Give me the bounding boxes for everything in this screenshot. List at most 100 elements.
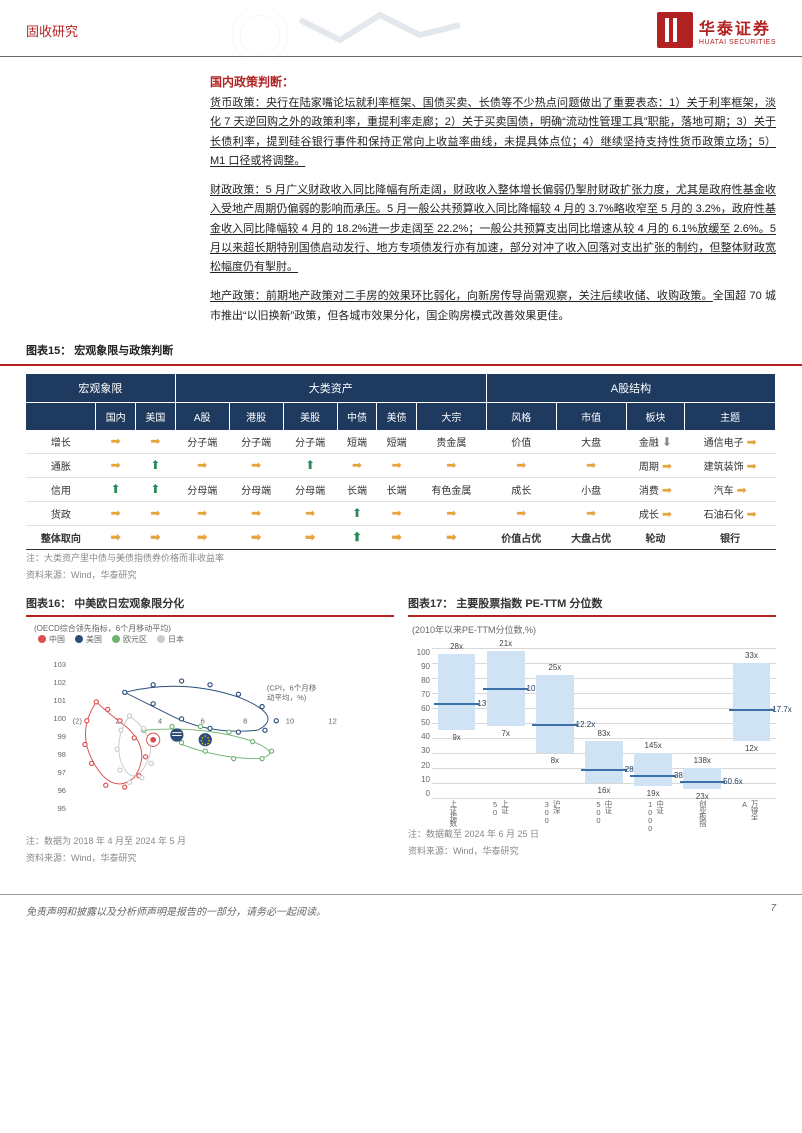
bar-column: 28x9x13.3x <box>438 648 476 798</box>
bar-column: 33x12x17.7x <box>733 648 771 798</box>
bar-x-labels: 上证指数上证50沪深300中证500中证1000创业板指万得全A <box>432 800 776 826</box>
svg-text:102: 102 <box>53 678 66 687</box>
bars-area: 28x9x13.3x 21x7x10.0x 25x8x12.2x 83x16x28.6… <box>432 648 776 798</box>
monetary-policy-text: 货币政策：央行在陆家嘴论坛就利率框架、国债买卖、长债等不少热点问题做出了重要表态… <box>210 97 776 167</box>
table-cell: 周期➡ <box>626 453 685 477</box>
table-cell: 分子端 <box>175 430 229 454</box>
th-group-astock: A股结构 <box>486 374 775 403</box>
table-cell: ➡ <box>96 525 136 549</box>
svg-text:10: 10 <box>286 716 294 725</box>
table-cell: ➡ <box>96 501 136 525</box>
bar-x-label: 中证1000 <box>646 800 666 826</box>
chart17-col: 图表17： 主要股票指数 PE-TTM 分位数 (2010年以来PE-TTM分位… <box>408 595 776 868</box>
bar-column: 21x7x10.0x <box>487 648 525 798</box>
page-number: 7 <box>770 903 776 918</box>
bar-column: 138x23x50.6x <box>683 648 721 798</box>
table-cell: 有色金属 <box>417 477 487 501</box>
th-a: A股 <box>175 402 229 430</box>
legend-item: 日本 <box>157 634 184 645</box>
chart17-note1: 注：数据截至 2024 年 6 月 25 日 <box>408 826 776 844</box>
table-cell: 成长➡ <box>626 501 685 525</box>
table-cell: ➡ <box>175 501 229 525</box>
chart16-box: (OECD综合领先指标，6个月移动平均) 中国美国欧元区日本 103102101… <box>26 623 394 833</box>
svg-text:96: 96 <box>58 786 66 795</box>
chart17-subtitle: (2010年以来PE-TTM分位数,%) <box>408 623 776 636</box>
chart16-col: 图表16： 中美欧日宏观象限分化 (OECD综合领先指标，6个月移动平均) 中国… <box>26 595 394 868</box>
th-cnbd: 中债 <box>337 402 377 430</box>
bar-column: 83x16x28.6x <box>585 648 623 798</box>
table-cell: ➡ <box>136 525 176 549</box>
table-cell: ⬆ <box>136 477 176 501</box>
table-cell: 贵金属 <box>417 430 487 454</box>
chart16-legend: 中国美国欧元区日本 <box>26 634 394 645</box>
svg-text:95: 95 <box>58 804 66 813</box>
th-group-assets: 大类资产 <box>175 374 486 403</box>
table-cell: 分母端 <box>229 477 283 501</box>
chart16-subtitle: (OECD综合领先指标，6个月移动平均) <box>26 623 394 634</box>
th-blank <box>26 402 96 430</box>
th-group-macro: 宏观象限 <box>26 374 175 403</box>
table-cell: ➡ <box>136 430 176 454</box>
svg-text:4: 4 <box>158 716 162 725</box>
table-cell: ➡ <box>229 525 283 549</box>
table-cell: 价值 <box>486 430 556 454</box>
row-label: 整体取向 <box>26 525 96 549</box>
table-cell: ➡ <box>96 430 136 454</box>
table-cell: 长端 <box>377 477 417 501</box>
th-sector: 板块 <box>626 402 685 430</box>
table-cell: 短端 <box>337 430 377 454</box>
row-label: 通胀 <box>26 453 96 477</box>
table-cell: 分母端 <box>283 477 337 501</box>
chart16-note1: 注：数据为 2018 年 4 月至 2024 年 5 月 <box>26 833 394 851</box>
chart16-title: 图表16： 中美欧日宏观象限分化 <box>26 595 394 617</box>
th-comm: 大宗 <box>417 402 487 430</box>
table-cell: 分子端 <box>283 430 337 454</box>
table-cell: ➡ <box>337 453 377 477</box>
table-cell: 轮动 <box>626 525 685 549</box>
legend-item: 欧元区 <box>112 634 147 645</box>
macro-table: 宏观象限 大类资产 A股结构 国内 美国 A股 港股 美股 中债 美债 大宗 风… <box>26 374 776 550</box>
page-footer: 免责声明和披露以及分析师声明是报告的一部分，请务必一起阅读。 7 <box>0 894 802 928</box>
table-cell: 短端 <box>377 430 417 454</box>
bar-x-label: 创业板指 <box>697 800 708 826</box>
svg-text:动平均，%): 动平均，%) <box>267 692 307 702</box>
table-cell: ➡ <box>377 453 417 477</box>
logo-text-cn: 华泰证券 <box>699 15 776 39</box>
legend-item: 美国 <box>75 634 102 645</box>
table-cell: ➡ <box>136 501 176 525</box>
bar-x-label: 上证50 <box>491 800 511 826</box>
th-cap: 市值 <box>556 402 626 430</box>
table-cell: 消费➡ <box>626 477 685 501</box>
svg-text:101: 101 <box>53 696 66 705</box>
table-cell: 价值占优 <box>486 525 556 549</box>
svg-text:98: 98 <box>58 750 66 759</box>
table-cell: ➡ <box>417 525 487 549</box>
table-cell: 通信电子➡ <box>685 430 776 454</box>
table-cell: ➡ <box>283 501 337 525</box>
table-cell: ➡ <box>229 501 283 525</box>
table-cell: 分母端 <box>175 477 229 501</box>
header-decoration <box>200 10 480 60</box>
chart16-note2: 资料来源：Wind，华泰研究 <box>26 850 394 868</box>
th-us: 美国 <box>136 402 176 430</box>
table-cell: ➡ <box>486 501 556 525</box>
table-cell: 大盘占优 <box>556 525 626 549</box>
legend-item: 中国 <box>38 634 65 645</box>
report-category: 固收研究 <box>26 21 78 40</box>
logo-icon <box>657 12 693 48</box>
scatter-svg: 1031021011009998979695 (2)24681012 (CPI，… <box>26 645 394 825</box>
table-cell: 分子端 <box>229 430 283 454</box>
table15-wrap: 宏观象限 大类资产 A股结构 国内 美国 A股 港股 美股 中债 美债 大宗 风… <box>0 374 802 550</box>
policy-title: 国内政策判断： <box>210 73 776 90</box>
charts-row: 图表16： 中美欧日宏观象限分化 (OECD综合领先指标，6个月移动平均) 中国… <box>0 595 802 868</box>
th-usstk: 美股 <box>283 402 337 430</box>
table-cell: ⬆ <box>136 453 176 477</box>
table-cell: ➡ <box>486 453 556 477</box>
table-cell: 长端 <box>337 477 377 501</box>
table-cell: ⬆ <box>337 525 377 549</box>
disclaimer-text: 免责声明和披露以及分析师声明是报告的一部分，请务必一起阅读。 <box>26 903 326 918</box>
table-cell: ➡ <box>377 525 417 549</box>
chart17-note2: 资料来源：Wind，华泰研究 <box>408 843 776 861</box>
bar-column: 25x8x12.2x <box>536 648 574 798</box>
row-label: 信用 <box>26 477 96 501</box>
